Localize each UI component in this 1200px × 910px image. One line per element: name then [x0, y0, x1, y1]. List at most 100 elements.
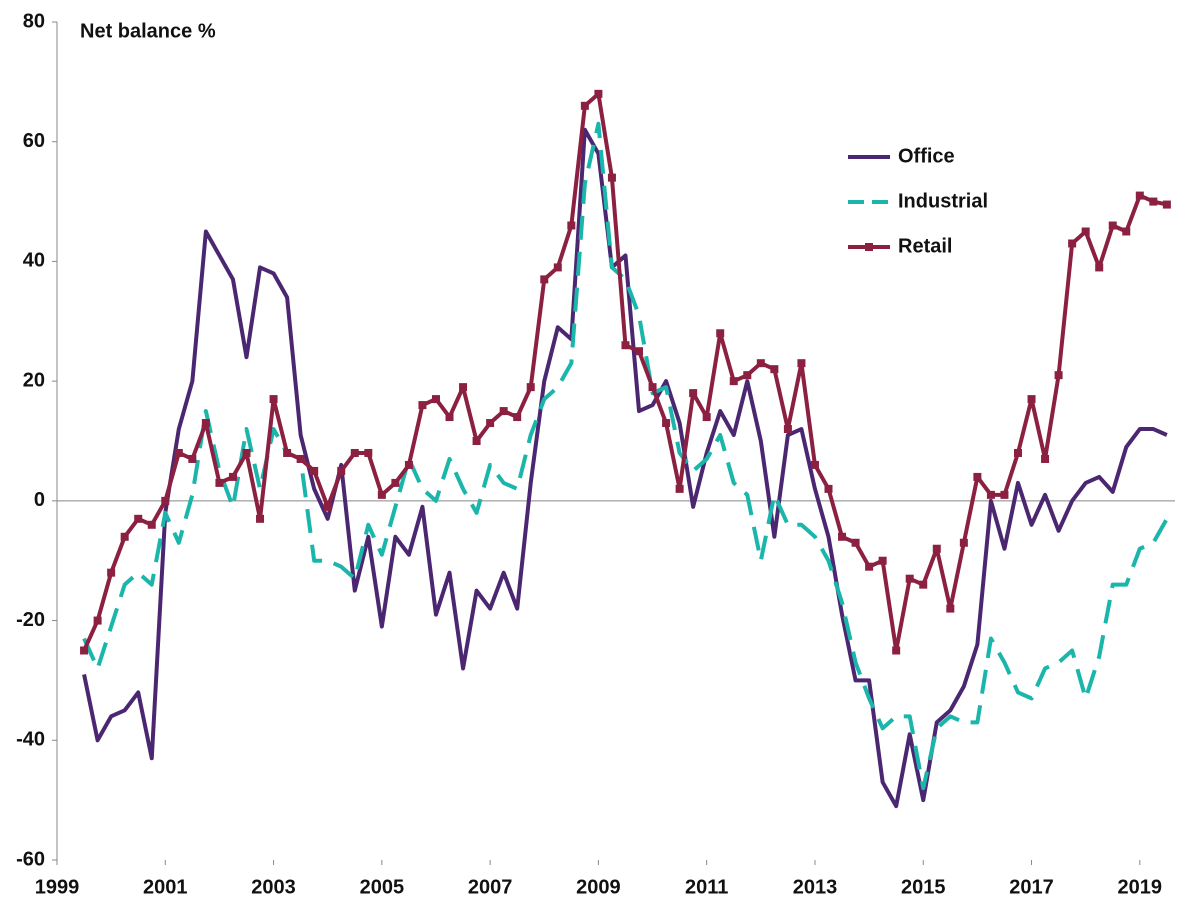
series-marker [1162, 200, 1171, 209]
series-marker [310, 466, 319, 475]
series-marker [472, 437, 481, 445]
series-marker [743, 371, 752, 380]
series-marker [147, 520, 156, 529]
series-marker [350, 448, 359, 457]
series-marker [756, 359, 765, 368]
series-marker [1000, 490, 1009, 499]
series-marker [269, 395, 278, 404]
series-marker [296, 454, 305, 463]
series-marker [1122, 227, 1131, 236]
series-marker [919, 580, 928, 589]
x-tick-label: 2007 [468, 876, 513, 898]
series-marker [1054, 371, 1063, 380]
series-marker [932, 544, 941, 553]
series-marker [648, 383, 657, 392]
x-tick-label: 2015 [901, 876, 946, 898]
series-marker [607, 173, 616, 182]
series-marker [851, 538, 860, 547]
series-marker [1041, 454, 1050, 463]
legend-label: Industrial [898, 190, 988, 212]
series-marker [445, 413, 454, 422]
series-marker [973, 472, 982, 481]
y-tick-label: 60 [23, 130, 45, 152]
series-marker [702, 413, 711, 422]
series-marker [418, 401, 427, 410]
series-marker [580, 101, 589, 110]
series-marker [486, 419, 495, 428]
series-marker [174, 448, 183, 457]
series-marker [689, 389, 698, 398]
series-marker [188, 454, 197, 463]
series-marker [1081, 227, 1090, 236]
series-marker [594, 89, 603, 98]
series-marker [621, 341, 630, 350]
series-marker [959, 538, 968, 547]
series-marker [391, 478, 400, 487]
series-marker [431, 395, 440, 404]
series-marker [215, 478, 224, 487]
series-marker [1149, 197, 1158, 206]
x-tick-label: 2003 [251, 876, 296, 898]
series-line [82, 91, 1168, 653]
y-tick-label: -40 [16, 729, 45, 751]
series-marker [513, 413, 522, 422]
series-marker [242, 448, 251, 457]
series-marker [810, 460, 819, 469]
series-marker [1027, 395, 1036, 404]
x-tick-label: 2001 [143, 876, 188, 898]
series-marker [946, 604, 955, 613]
y-tick-label: 40 [23, 250, 45, 272]
series-marker [120, 532, 129, 541]
series-marker [80, 646, 89, 655]
series-marker [905, 574, 914, 583]
series-marker [499, 407, 508, 416]
series-marker [337, 466, 346, 475]
series-marker [838, 532, 847, 541]
series-marker [770, 365, 779, 374]
series-marker [675, 484, 684, 493]
series-marker [824, 484, 833, 493]
series-marker [865, 562, 874, 571]
series-marker [553, 263, 562, 272]
series-marker [93, 616, 102, 625]
series-marker [797, 359, 806, 368]
series-marker [716, 329, 725, 338]
x-tick-label: 2005 [360, 876, 405, 898]
y-tick-label: -20 [16, 609, 45, 631]
legend-marker [865, 243, 873, 251]
series-marker [459, 383, 468, 392]
x-tick-label: 2013 [793, 876, 838, 898]
x-tick-label: 2017 [1009, 876, 1054, 898]
series-marker [134, 514, 143, 523]
series-marker [107, 568, 116, 577]
series-marker [1068, 239, 1077, 248]
x-tick-label: 2009 [576, 876, 621, 898]
y-tick-label: 0 [34, 489, 45, 511]
y-tick-label: -60 [16, 848, 45, 870]
y-axis-label: Net balance % [80, 20, 216, 42]
series-marker [283, 448, 292, 457]
series-marker [783, 425, 792, 434]
x-tick-label: 2011 [685, 876, 728, 898]
series-marker [526, 383, 535, 392]
series-marker [1095, 263, 1104, 272]
legend-label: Office [898, 145, 955, 167]
series-marker [986, 490, 995, 499]
series-marker [635, 347, 644, 356]
series-marker [1108, 221, 1117, 230]
series-marker [377, 490, 386, 499]
x-tick-label: 2019 [1118, 876, 1163, 898]
series-marker [161, 496, 170, 505]
series-marker [567, 221, 576, 230]
series-marker [662, 419, 671, 428]
series-marker [1135, 191, 1144, 200]
series-marker [1013, 448, 1022, 457]
series-marker [323, 502, 332, 511]
series-marker [892, 646, 901, 655]
series-line [82, 127, 1168, 809]
legend-label: Retail [898, 235, 952, 257]
y-tick-label: 20 [23, 369, 45, 391]
series-marker [256, 514, 265, 523]
